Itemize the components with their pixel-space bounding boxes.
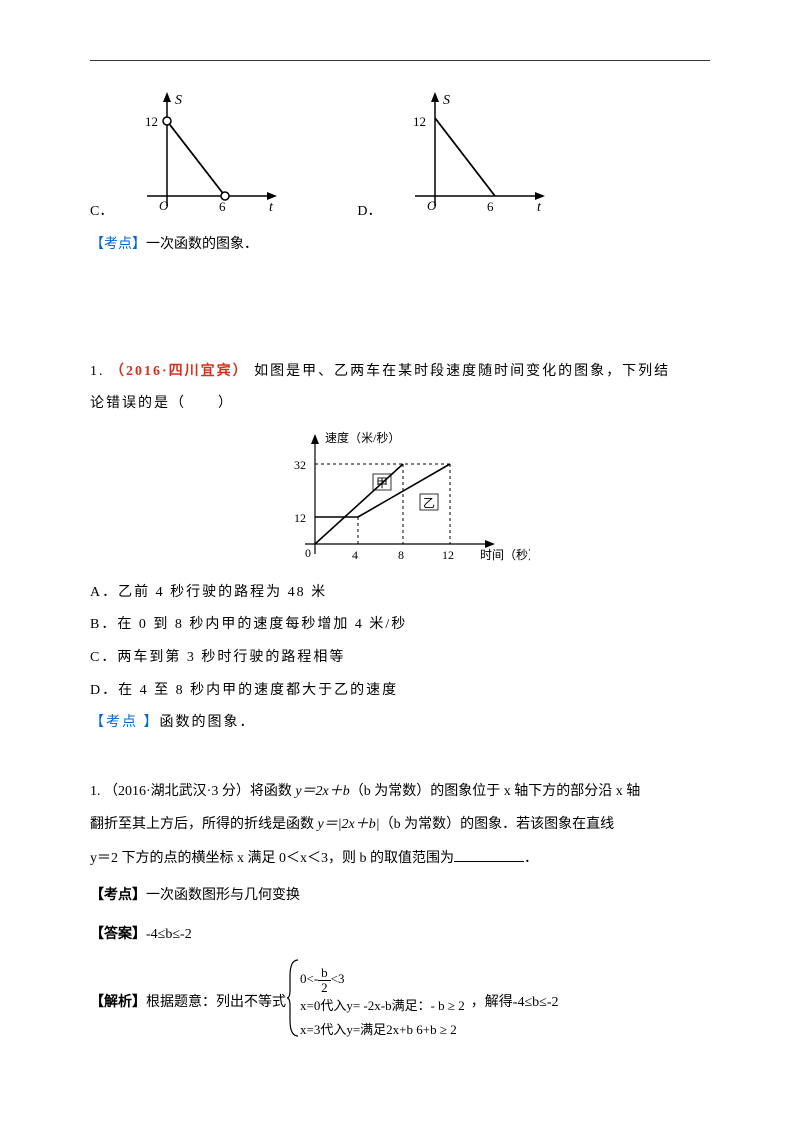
svg-text:O: O [427,198,437,213]
graph-d: S t O 12 6 [405,86,555,226]
option-graphs-row: C． S t O 12 6 D． [90,86,710,226]
q2-stem-line2: 论错误的是（ ） [90,391,710,418]
q3-l1a: 将函数 [250,784,296,799]
brace-content: 0<-b2<3 x=0代入y= -2x-b满足：- b ≥ 2 x=3代入y=满… [300,966,465,1041]
y-tick-12: 12 [145,114,158,129]
q2-option-b: B．在 0 到 8 秒内甲的速度每秒增加 4 米/秒 [90,612,710,639]
x-tick-6: 6 [219,199,226,214]
q2-graph: 速度（米/秒） 时间（秒） 0 32 12 4 8 12 甲 乙 [90,424,710,574]
q3-kd-label: 【考点】 [90,888,146,903]
svg-text:12: 12 [413,114,426,129]
q2-stem: 1. （2016·四川宜宾） 如图是甲、乙两车在某时段速度随时间变化的图象，下列… [90,359,710,386]
q2-kaodian: 【考点 】函数的图象． [90,710,710,737]
svg-text:6: 6 [487,199,494,214]
svg-text:12: 12 [294,511,306,525]
origin-label: O [159,198,169,213]
brace-line-2: x=0代入y= -2x-b满足：- b ≥ 2 [300,994,465,1017]
svg-text:S: S [443,93,450,108]
option-d-label: D． [357,199,381,226]
svg-text:乙: 乙 [423,496,435,510]
q3-jx-lead: 根据题意：列出不等式 [146,990,286,1017]
q3-analysis: 【解析】根据题意：列出不等式 0<-b2<3 x=0代入y= -2x-b满足：-… [90,958,710,1049]
q2-source: （2016·四川宜宾） [110,364,249,379]
q3-eq1: y＝2x＋b [295,784,349,799]
q3-source: （2016·湖北武汉·3 分） [104,784,250,799]
axis-y-label: S [175,93,182,108]
svg-text:32: 32 [294,458,306,472]
svg-text:甲: 甲 [376,476,388,490]
svg-text:4: 4 [352,548,358,562]
q3-l2a: 翻折至其上方后，所得的折线是函数 [90,817,318,832]
kaodian-label: 【考点】 [90,237,146,252]
q3-l1b: （b 为常数）的图象位于 x 轴下方的部分沿 x 轴 [350,784,641,799]
q3-ans-label: 【答案】 [90,927,146,942]
svg-text:8: 8 [398,548,404,562]
brace-icon [286,958,300,1049]
q3-eq2: y＝|2x＋b| [318,817,380,832]
q2-stem-text-1: 如图是甲、乙两车在某时段速度随时间变化的图象，下列结 [249,364,671,379]
q3-line3: y＝2 下方的点的横坐标 x 满足 0＜x＜3，则 b 的取值范围为 ． [90,844,710,873]
svg-text:时间（秒）: 时间（秒） [480,548,530,562]
q3-tail: ，解得-4≤b≤-2 [471,990,559,1017]
brace-line-1: 0<-b2<3 [300,966,465,994]
q2-kaodian-text: 函数的图象． [160,715,256,730]
blank-underline [454,847,524,862]
q3-ans-text: -4≤b≤-2 [146,927,192,942]
svg-text:0: 0 [305,546,311,560]
kaodian-text: 一次函数的图象． [146,237,258,252]
svg-text:t: t [537,200,542,215]
q2-option-d: D．在 4 至 8 秒内甲的速度都大于乙的速度 [90,678,710,705]
kaodian-1: 【考点】一次函数的图象． [90,232,710,259]
q3-l3a: y＝2 下方的点的横坐标 x 满足 0＜x＜3，则 b 的取值范围为 [90,851,454,866]
q2-kaodian-label: 【考点 】 [90,715,160,730]
q2-option-a: A．乙前 4 秒行驶的路程为 48 米 [90,580,710,607]
q3-kaodian: 【考点】一次函数图形与几何变换 [90,883,710,910]
q2-option-c: C．两车到第 3 秒时行驶的路程相等 [90,645,710,672]
svg-text:12: 12 [442,548,454,562]
brace-line-3: x=3代入y=满足2x+b 6+b ≥ 2 [300,1018,465,1041]
q3-line2: 翻折至其上方后，所得的折线是函数 y＝|2x＋b|（b 为常数）的图象．若该图象… [90,810,710,839]
graph-c: S t O 12 6 [137,86,287,226]
q2-number: 1. [90,364,105,379]
q3-kd-text: 一次函数图形与几何变换 [146,888,300,903]
axis-x-label: t [269,200,274,215]
svg-text:速度（米/秒）: 速度（米/秒） [325,430,400,445]
q3-l3b: ． [524,851,538,866]
q3-answer: 【答案】-4≤b≤-2 [90,922,710,949]
q3-l2b: （b 为常数）的图象．若该图象在直线 [380,817,615,832]
q3-stem: 1. （2016·湖北武汉·3 分）将函数 y＝2x＋b（b 为常数）的图象位于… [90,777,710,806]
q3-number: 1. [90,784,101,799]
option-c-label: C． [90,199,113,226]
q3-jx-label: 【解析】 [90,990,146,1017]
fraction: b2 [318,966,331,994]
